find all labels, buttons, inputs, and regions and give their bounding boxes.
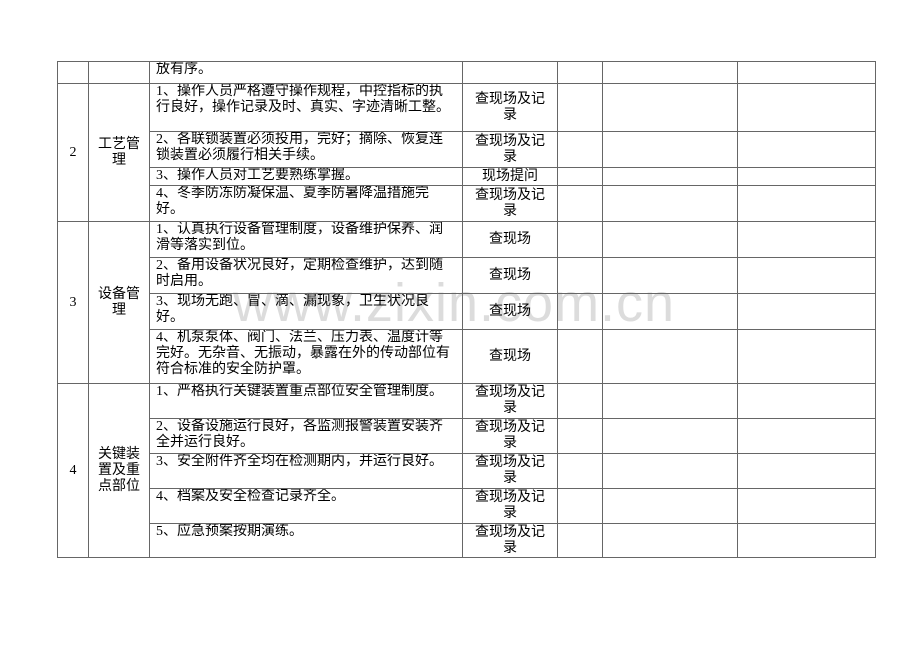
- empty-cell: [602, 418, 738, 454]
- content-cell: 3、安全附件齐全均在检测期内，并运行良好。: [149, 453, 463, 489]
- empty-cell: [602, 167, 738, 186]
- empty-cell: [557, 488, 603, 524]
- check-method-cell: [462, 61, 558, 84]
- empty-cell: [557, 383, 603, 419]
- category-cell: 工艺管理: [88, 83, 150, 222]
- table-row: 4、机泵泵体、阀门、法兰、压力表、温度计等完好。无杂音、无振动，暴露在外的传动部…: [58, 329, 876, 384]
- content-cell: 2、各联锁装置必须投用，完好；摘除、恢复连锁装置必须履行相关手续。: [149, 131, 463, 168]
- table-row: 3、操作人员对工艺要熟练掌握。 现场提问: [58, 167, 876, 186]
- empty-cell: [737, 167, 876, 186]
- content-cell: 1、认真执行设备管理制度，设备维护保养、润滑等落实到位。: [149, 221, 463, 258]
- check-method-cell: 查现场: [462, 221, 558, 258]
- check-method-cell: 查现场及记录: [462, 488, 558, 524]
- table-row: 5、应急预案按期演练。 查现场及记录: [58, 523, 876, 558]
- row-number-cell: 3: [57, 221, 89, 384]
- check-method-cell: 查现场及记录: [462, 83, 558, 132]
- empty-cell: [602, 383, 738, 419]
- empty-cell: [557, 61, 603, 84]
- empty-cell: [602, 293, 738, 330]
- empty-cell: [737, 418, 876, 454]
- check-method-cell: 查现场及记录: [462, 185, 558, 222]
- empty-cell: [557, 185, 603, 222]
- content-cell: 4、机泵泵体、阀门、法兰、压力表、温度计等完好。无杂音、无振动，暴露在外的传动部…: [149, 329, 463, 384]
- check-method-cell: 查现场: [462, 293, 558, 330]
- empty-cell: [557, 418, 603, 454]
- row-number-cell: 4: [57, 383, 89, 558]
- empty-cell: [557, 221, 603, 258]
- empty-cell: [557, 329, 603, 384]
- empty-cell: [602, 83, 738, 132]
- check-method-cell: 查现场及记录: [462, 131, 558, 168]
- content-cell: 5、应急预案按期演练。: [149, 523, 463, 558]
- empty-cell: [602, 453, 738, 489]
- table-row: 2 工艺管理 1、操作人员严格遵守操作规程，中控指标的执行良好，操作记录及时、真…: [57, 83, 876, 222]
- check-method-cell: 查现场及记录: [462, 418, 558, 454]
- content-cell: 1、操作人员严格遵守操作规程，中控指标的执行良好，操作记录及时、真实、字迹清晰工…: [149, 83, 463, 132]
- category-cell: 设备管理: [88, 221, 150, 384]
- check-method-cell: 查现场及记录: [462, 453, 558, 489]
- check-method-cell: 查现场: [462, 329, 558, 384]
- empty-cell: [557, 257, 603, 294]
- content-cell: 放有序。: [149, 61, 463, 84]
- empty-cell: [557, 293, 603, 330]
- content-cell: 2、备用设备状况良好，定期检查维护，达到随时启用。: [149, 257, 463, 294]
- check-method-cell: 查现场: [462, 257, 558, 294]
- table-row: 放有序。: [57, 61, 876, 84]
- checklist-table: 放有序。 2 工艺管理 1、操作人员严格遵守操作规程，中控指标的执行良好，操作记…: [57, 61, 876, 558]
- content-cell: 4、档案及安全检查记录齐全。: [149, 488, 463, 524]
- empty-cell: [602, 329, 738, 384]
- empty-cell: [602, 61, 738, 84]
- empty-cell: [737, 61, 876, 84]
- empty-cell: [602, 131, 738, 168]
- check-method-cell: 现场提问: [462, 167, 558, 186]
- table-row: 2、各联锁装置必须投用，完好；摘除、恢复连锁装置必须履行相关手续。 查现场及记录: [58, 131, 876, 168]
- content-cell: 4、冬季防冻防凝保温、夏季防暑降温措施完好。: [149, 185, 463, 222]
- table-row: 2、备用设备状况良好，定期检查维护，达到随时启用。 查现场: [58, 257, 876, 294]
- empty-cell: [602, 488, 738, 524]
- empty-cell: [602, 523, 738, 558]
- empty-cell: [737, 383, 876, 419]
- empty-cell: [602, 185, 738, 222]
- check-method-cell: 查现场及记录: [462, 383, 558, 419]
- empty-cell: [737, 185, 876, 222]
- empty-cell: [737, 293, 876, 330]
- empty-cell: [557, 453, 603, 489]
- empty-cell: [737, 523, 876, 558]
- table-row: 3 设备管理 1、认真执行设备管理制度，设备维护保养、润滑等落实到位。 查现场: [57, 221, 876, 384]
- table-row: 4 关键装置及重点部位 1、严格执行关键装置重点部位安全管理制度。 查现场及记录: [57, 383, 876, 558]
- check-method-cell: 查现场及记录: [462, 523, 558, 558]
- row-number-cell: [57, 61, 89, 84]
- content-cell: 3、操作人员对工艺要熟练掌握。: [149, 167, 463, 186]
- content-cell: 2、设备设施运行良好，各监测报警装置安装齐全并运行良好。: [149, 418, 463, 454]
- row-number-cell: 2: [57, 83, 89, 222]
- empty-cell: [737, 329, 876, 384]
- table-row: 3、安全附件齐全均在检测期内，并运行良好。 查现场及记录: [58, 453, 876, 489]
- empty-cell: [737, 257, 876, 294]
- content-cell: 1、严格执行关键装置重点部位安全管理制度。: [149, 383, 463, 419]
- table-row: 2、设备设施运行良好，各监测报警装置安装齐全并运行良好。 查现场及记录: [58, 418, 876, 454]
- empty-cell: [737, 453, 876, 489]
- category-cell: [88, 61, 150, 84]
- empty-cell: [737, 83, 876, 132]
- empty-cell: [737, 131, 876, 168]
- empty-cell: [557, 523, 603, 558]
- empty-cell: [557, 83, 603, 132]
- empty-cell: [602, 257, 738, 294]
- table-row: 4、冬季防冻防凝保温、夏季防暑降温措施完好。 查现场及记录: [58, 185, 876, 222]
- table-row: 3、现场无跑、冒、滴、漏现象，卫生状况良好。 查现场: [58, 293, 876, 330]
- empty-cell: [737, 488, 876, 524]
- table-row: 4、档案及安全检查记录齐全。 查现场及记录: [58, 488, 876, 524]
- content-cell: 3、现场无跑、冒、滴、漏现象，卫生状况良好。: [149, 293, 463, 330]
- empty-cell: [602, 221, 738, 258]
- empty-cell: [737, 221, 876, 258]
- empty-cell: [557, 167, 603, 186]
- category-cell: 关键装置及重点部位: [88, 383, 150, 558]
- empty-cell: [557, 131, 603, 168]
